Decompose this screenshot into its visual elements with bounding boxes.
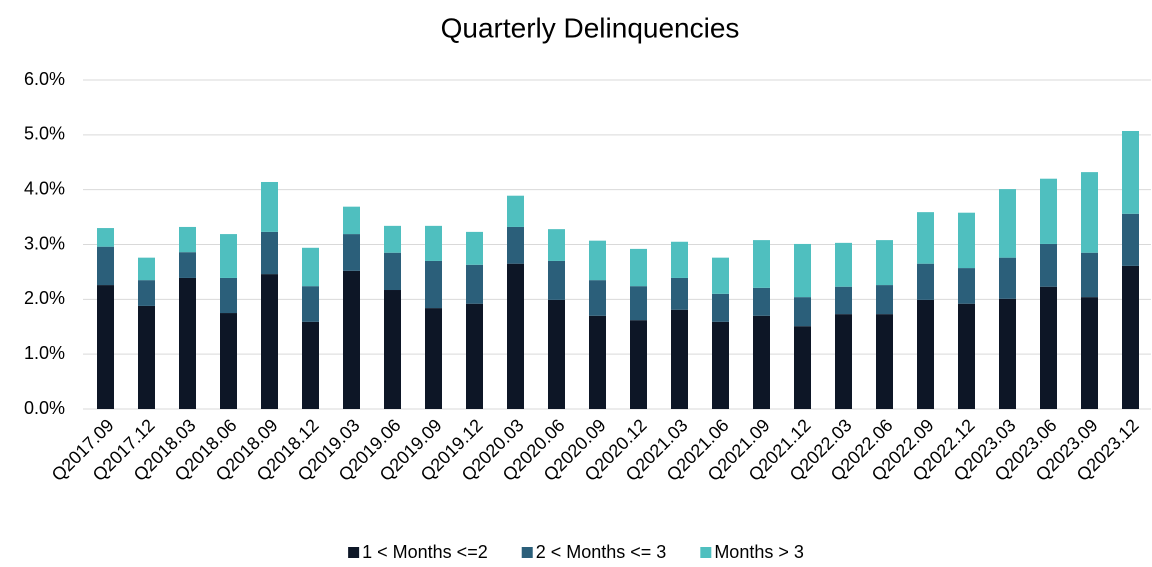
bar-segment (302, 321, 319, 409)
bar-segment (835, 242, 852, 287)
bar-segment (671, 277, 688, 310)
bar-segment (1122, 265, 1139, 409)
bar-segment (753, 287, 770, 316)
bar-segment (466, 303, 483, 409)
bar-segment (261, 231, 278, 275)
bar-segment (917, 299, 934, 409)
bar-segment (220, 277, 237, 314)
bar-segment (1122, 130, 1139, 214)
bar-segment (712, 321, 729, 409)
legend-label: 1 < Months <=2 (362, 542, 488, 562)
bar-segment (1081, 172, 1098, 253)
bar-segment (1081, 297, 1098, 409)
bar-segment (958, 303, 975, 409)
bar-segment (835, 286, 852, 315)
legend-label: Months > 3 (714, 542, 804, 562)
bar-segment (630, 320, 647, 409)
chart-title: Quarterly Delinquencies (441, 12, 740, 43)
bar-segment (1122, 213, 1139, 266)
bar-segment (712, 293, 729, 322)
bar-segment (466, 264, 483, 304)
bar-segment (507, 195, 524, 227)
bar-segment (466, 231, 483, 265)
bar-segment (958, 212, 975, 269)
bar-segment (97, 285, 114, 409)
bar-segment (1081, 252, 1098, 298)
bar-segment (425, 308, 442, 409)
y-tick-label: 0.0% (24, 398, 65, 418)
bar-segment (384, 225, 401, 253)
bar-segment (1040, 286, 1057, 409)
bar-segment (671, 309, 688, 409)
bar-segment (917, 212, 934, 264)
bar-segment (630, 248, 647, 287)
bar-segment (835, 314, 852, 409)
bar-segment (507, 263, 524, 409)
legend-label: 2 < Months <= 3 (536, 542, 667, 562)
bar-segment (753, 315, 770, 409)
bar-segment (138, 280, 155, 306)
bar-segment (999, 257, 1016, 299)
bar-segment (1040, 243, 1057, 287)
bar-segment (589, 280, 606, 316)
bar-segment (876, 285, 893, 315)
y-tick-label: 5.0% (24, 124, 65, 144)
bar-segment (302, 286, 319, 322)
bar-segment (999, 298, 1016, 409)
bar-segment (999, 189, 1016, 258)
bar-segment (589, 315, 606, 409)
bar-segment (97, 246, 114, 286)
bar-segment (958, 268, 975, 304)
bar-segment (876, 314, 893, 409)
legend-swatch (521, 547, 533, 558)
legend-swatch (348, 547, 360, 558)
y-tick-label: 2.0% (24, 288, 65, 308)
bar-segment (384, 290, 401, 409)
bar-segment (343, 270, 360, 409)
bar-segment (794, 326, 811, 409)
bar-segment (97, 228, 114, 247)
bar-segment (876, 240, 893, 286)
bar-segment (1040, 178, 1057, 244)
bar-segment (220, 234, 237, 278)
bar-segment (138, 305, 155, 409)
bar-segment (261, 274, 278, 409)
y-tick-label: 6.0% (24, 69, 65, 89)
legend-swatch (700, 547, 712, 558)
bar-segment (220, 313, 237, 409)
bar-segment (917, 263, 934, 300)
bar-segment (548, 260, 565, 300)
bar-segment (507, 226, 524, 264)
bar-segment (425, 260, 442, 309)
bar-segment (548, 299, 565, 409)
bar-segment (343, 234, 360, 271)
bar-segment (179, 252, 196, 278)
bar-segment (179, 226, 196, 253)
bar-segment (794, 243, 811, 298)
bar-segment (343, 206, 360, 235)
bar-segment (548, 229, 565, 261)
bar-segment (753, 240, 770, 288)
bar-segment (302, 247, 319, 287)
bar-segment (630, 286, 647, 321)
bar-segment (589, 240, 606, 281)
bar-segment (138, 257, 155, 281)
y-tick-label: 3.0% (24, 233, 65, 253)
y-tick-label: 1.0% (24, 343, 65, 363)
bar-segment (179, 277, 196, 409)
bar-segment (671, 241, 688, 278)
bar-segment (794, 297, 811, 327)
bar-segment (384, 252, 401, 291)
bar-segment (425, 225, 442, 261)
y-tick-label: 4.0% (24, 178, 65, 198)
bar-segment (712, 257, 729, 294)
bar-segment (261, 181, 278, 232)
